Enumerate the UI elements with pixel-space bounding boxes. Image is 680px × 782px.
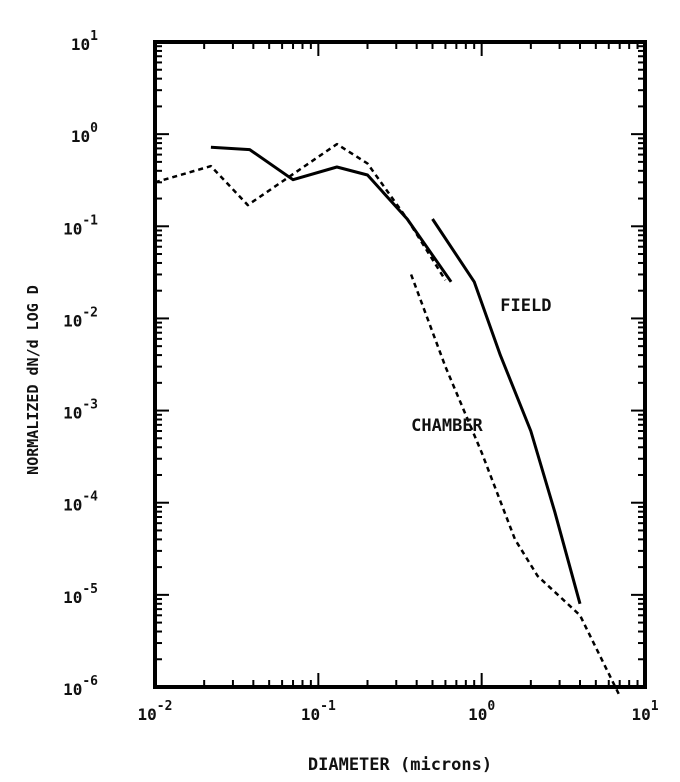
plot-frame [153, 40, 647, 689]
series-chamber-line [154, 142, 447, 281]
annotations: FIELD CHAMBER [411, 296, 551, 436]
x-tick-label: 10-2 [138, 699, 173, 724]
x-tick-labels: 10-2 10-1 100 101 [138, 699, 659, 724]
y-tick-label: 100 [71, 121, 98, 146]
y-tick-label: 10-2 [63, 305, 98, 330]
series-field-line [210, 145, 453, 283]
x-tick-label: 100 [468, 699, 495, 724]
series-field-line [431, 218, 582, 605]
y-tick-label: 10-3 [63, 398, 98, 423]
annotation-field: FIELD [500, 296, 551, 316]
x-tick-label: 101 [631, 699, 658, 724]
y-tick-label: 10-6 [63, 674, 98, 699]
x-tick-label: 10-1 [301, 699, 336, 724]
y-tick-label: 10-4 [63, 490, 98, 515]
series-chamber-line [409, 274, 621, 697]
annotation-chamber: CHAMBER [411, 416, 483, 436]
minor-ticks [154, 42, 645, 688]
x-axis-label: DIAMETER (microns) [308, 755, 492, 775]
y-tick-label: 10-5 [63, 582, 98, 607]
series-layer [154, 142, 621, 697]
y-tick-labels: 101 100 10-1 10-2 10-3 10-4 10-5 10-6 [63, 29, 98, 699]
y-tick-label: 10-1 [63, 213, 98, 238]
y-tick-label: 101 [71, 29, 98, 54]
y-axis-label: NORMALIZED dN/d LOG D [24, 285, 42, 475]
